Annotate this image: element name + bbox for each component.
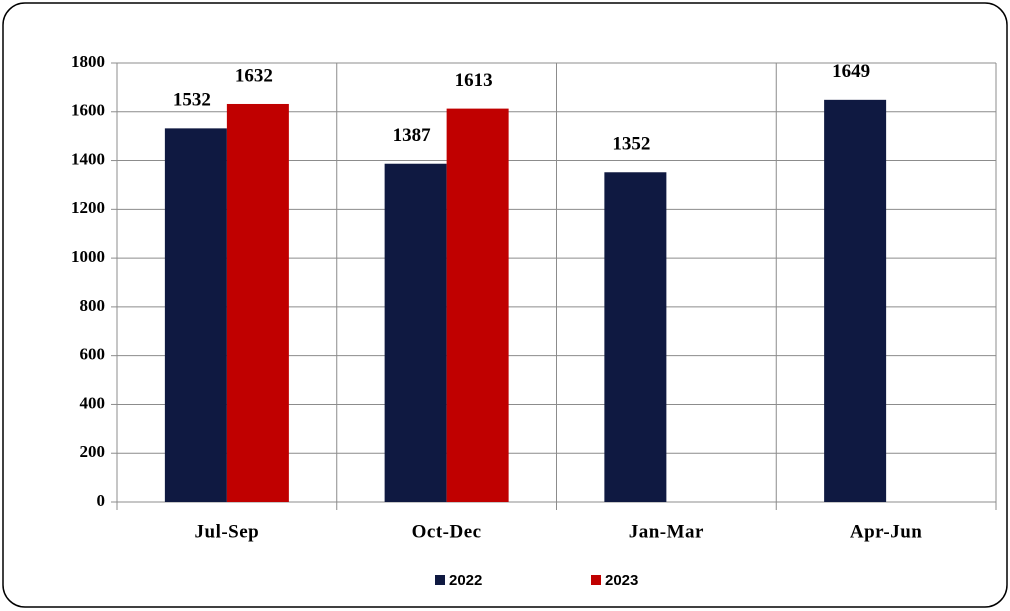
x-tick-label: Jan-Mar bbox=[629, 521, 704, 542]
x-tick-label: Jul-Sep bbox=[195, 521, 260, 542]
bar bbox=[824, 99, 887, 503]
bar bbox=[164, 128, 227, 502]
legend-swatch bbox=[435, 575, 445, 585]
y-tick-label: 1000 bbox=[71, 247, 105, 266]
data-label: 1632 bbox=[235, 65, 273, 86]
y-tick-label: 1800 bbox=[71, 52, 105, 71]
y-tick-label: 1600 bbox=[71, 101, 105, 120]
bar bbox=[226, 103, 289, 503]
bar bbox=[604, 172, 667, 503]
data-label: 1649 bbox=[832, 61, 870, 82]
y-tick-label: 1400 bbox=[71, 149, 105, 168]
legend-label: 2022 bbox=[449, 572, 482, 589]
y-tick-label: 400 bbox=[80, 393, 106, 412]
bar bbox=[446, 108, 509, 502]
data-label: 1532 bbox=[173, 90, 211, 111]
y-tick-label: 0 bbox=[97, 491, 106, 510]
bar bbox=[384, 163, 447, 502]
data-label: 1613 bbox=[455, 70, 493, 91]
x-tick-label: Oct-Dec bbox=[412, 521, 482, 542]
y-tick-label: 600 bbox=[80, 345, 106, 364]
y-tick-label: 800 bbox=[80, 296, 106, 315]
legend-swatch bbox=[591, 575, 601, 585]
data-label: 1352 bbox=[612, 134, 650, 155]
x-tick-label: Apr-Jun bbox=[850, 521, 922, 542]
legend-label: 2023 bbox=[605, 572, 638, 589]
data-label: 1387 bbox=[393, 125, 432, 146]
y-tick-label: 200 bbox=[80, 442, 106, 461]
y-tick-label: 1200 bbox=[71, 198, 105, 217]
